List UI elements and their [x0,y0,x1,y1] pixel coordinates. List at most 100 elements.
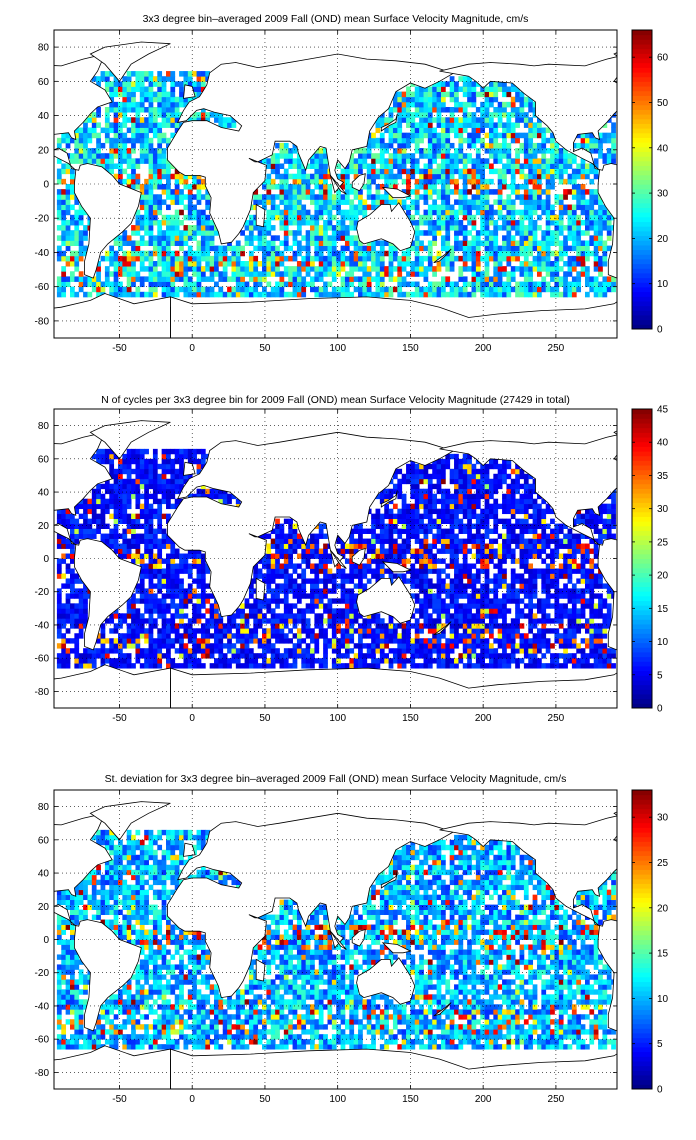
heatmap-cell [510,583,516,589]
heatmap-cell [497,633,503,639]
heatmap-cell [253,663,259,669]
heatmap-cell [161,291,167,298]
heatmap-cell [419,96,424,103]
heatmap-cell [340,214,346,221]
heatmap-cell [152,132,158,139]
heatmap-cell [358,266,363,272]
heatmap-cell [445,653,451,659]
heatmap-cell [135,225,141,231]
heatmap-cell [558,178,564,185]
heatmap-cell [349,613,355,619]
heatmap-cell [497,603,503,609]
heatmap-cell [161,189,167,195]
heatmap-cell [205,266,211,272]
heatmap-cell [497,643,503,649]
heatmap-cell [187,76,193,82]
heatmap-cell [196,255,202,262]
heatmap-cell [266,163,272,169]
heatmap-cell [253,291,259,298]
heatmap-cell [589,148,595,154]
heatmap-cell [266,658,272,664]
heatmap-cell [532,107,538,113]
heatmap-cell [288,173,293,180]
heatmap-cell [384,291,389,298]
heatmap-cell [602,633,608,639]
heatmap-cell [471,91,477,98]
heatmap-cell [170,132,176,139]
heatmap-cell [135,613,141,619]
heatmap-cell [467,112,472,118]
heatmap-cell [344,189,350,195]
heatmap-cell [266,598,272,604]
heatmap-cell [314,613,320,619]
heatmap-cell [196,209,202,216]
heatmap-cell [571,168,577,175]
heatmap-cell [427,603,433,609]
heatmap-cell [65,235,71,241]
heatmap-cell [187,618,193,624]
heatmap-cell [144,71,149,77]
heatmap-cell [406,281,411,288]
heatmap-cell [170,112,176,118]
heatmap-cell [253,189,259,195]
heatmap-cell [314,219,320,226]
heatmap-cell [314,658,320,664]
heatmap-cell [593,240,599,246]
heatmap-cell [366,250,372,257]
heatmap-cell [166,219,171,226]
heatmap-cell [510,168,516,175]
heatmap-cell [488,178,494,185]
heatmap-cell [388,173,394,180]
heatmap-cell [262,638,267,644]
heatmap-cell [414,633,420,639]
heatmap-cell [262,291,267,298]
heatmap-cell [545,214,551,221]
heatmap-cell [528,132,534,139]
heatmap-cell [406,633,411,639]
heatmap-cell [270,168,276,175]
heatmap-cell [344,184,350,190]
x-tick-label: 250 [548,343,565,354]
heatmap-cell [262,184,267,190]
heatmap-cell [593,583,599,589]
heatmap-cell [362,663,368,669]
heatmap-cell [144,122,149,128]
heatmap-cell [279,598,285,604]
heatmap-cell [458,189,464,195]
heatmap-cell [392,658,398,664]
heatmap-cell [196,663,202,669]
heatmap-cell [166,643,171,649]
heatmap-cell [436,137,442,144]
heatmap-cell [519,266,525,272]
heatmap-cell [288,613,293,619]
heatmap-cell [484,112,490,118]
heatmap-cell [205,291,211,298]
heatmap-cell [70,230,75,236]
heatmap-cell [523,266,529,272]
heatmap-cell [388,648,394,654]
heatmap-cell [432,648,437,654]
heatmap-cell [445,245,451,252]
heatmap-cell [471,653,477,659]
heatmap-cell [484,623,490,629]
heatmap-cell [480,101,486,108]
heatmap-cell [567,261,573,267]
heatmap-cell [83,603,88,609]
heatmap-cell [401,148,407,154]
heatmap-cell [336,204,341,211]
heatmap-cell [467,91,472,98]
heatmap-cell [362,148,368,154]
heatmap-cell [598,598,603,604]
heatmap-cell [449,142,455,149]
heatmap-cell [471,593,477,599]
heatmap-cell [74,137,80,144]
heatmap-cell [318,286,324,293]
heatmap-cell [96,148,101,154]
heatmap-cell [488,142,494,149]
heatmap-cell [96,81,101,87]
heatmap-cell [519,588,525,594]
heatmap-cell [523,122,529,128]
heatmap-cell [423,583,429,589]
heatmap-cell [558,638,564,644]
heatmap-cell [283,209,289,216]
